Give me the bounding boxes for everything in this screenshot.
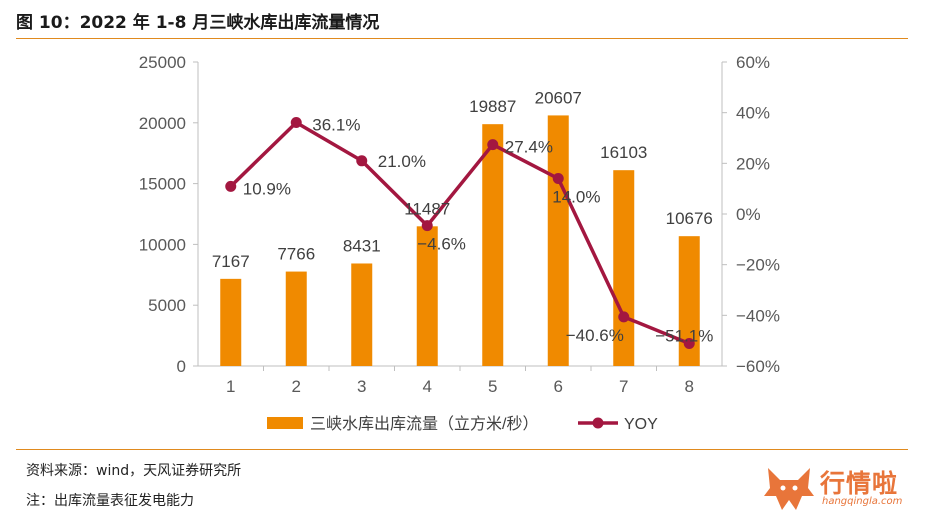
yoy-data-label: −40.6% <box>566 326 624 345</box>
legend-label-bar: 三峡水库出库流量（立方米/秒） <box>310 415 538 433</box>
yoy-data-label: 27.4% <box>505 138 553 157</box>
yoy-point <box>552 173 564 185</box>
bar-data-label: 10676 <box>666 209 713 228</box>
y-right-tick-label: 60% <box>736 53 770 72</box>
yoy-point <box>421 220 433 232</box>
source-note: 资料来源：wind，天风证券研究所 <box>26 463 242 479</box>
watermark-url: hangqingla.com <box>822 496 903 507</box>
bar-data-label: 7167 <box>212 252 250 271</box>
bar-data-label: 20607 <box>535 88 582 107</box>
bar <box>351 263 373 366</box>
footer-divider <box>16 449 908 450</box>
yoy-data-label: −51.1% <box>655 326 713 345</box>
x-tick-label: 2 <box>292 377 301 396</box>
y-left-tick-label: 5000 <box>148 296 186 315</box>
x-tick-label: 7 <box>619 377 628 396</box>
y-left-tick-label: 10000 <box>139 235 186 254</box>
x-tick-label: 3 <box>357 377 366 396</box>
bar <box>416 226 438 366</box>
x-tick-label: 4 <box>423 377 432 396</box>
yoy-data-label: −4.6% <box>417 235 466 254</box>
watermark: 行情啦 hangqingla.com <box>762 462 912 514</box>
y-left-tick-label: 25000 <box>139 53 186 72</box>
legend-swatch-marker <box>592 417 604 429</box>
page-title: 图 10：2022 年 1-8 月三峡水库出库流量情况 <box>16 13 380 33</box>
y-left-tick-label: 0 <box>177 357 186 376</box>
x-tick-label: 1 <box>226 377 235 396</box>
watermark-logo-icon <box>764 468 814 510</box>
footnote: 注：出库流量表征发电能力 <box>26 493 194 509</box>
y-right-tick-label: 40% <box>736 104 770 123</box>
bar-data-label: 19887 <box>469 97 516 116</box>
bar <box>285 271 307 366</box>
yoy-line <box>229 120 690 346</box>
yoy-data-label: 21.0% <box>378 152 426 171</box>
yoy-data-label: 14.0% <box>552 188 600 207</box>
y-right-tick-label: −60% <box>736 357 780 376</box>
y-right-tick-label: −20% <box>736 256 780 275</box>
bar-data-label: 8431 <box>343 236 381 255</box>
y-left-tick-label: 20000 <box>139 114 186 133</box>
yoy-data-label: 36.1% <box>312 116 360 135</box>
yoy-point <box>356 155 368 167</box>
y-right-tick-label: 0% <box>736 205 761 224</box>
bar-data-label: 16103 <box>600 143 647 162</box>
legend-label-line: YOY <box>624 416 658 433</box>
bar <box>678 236 700 366</box>
y-right-tick-label: 20% <box>736 154 770 173</box>
bar <box>482 124 504 367</box>
title-divider <box>16 38 908 39</box>
yoy-point <box>618 311 630 323</box>
bar-data-label: 11487 <box>404 199 450 218</box>
x-tick-label: 6 <box>554 377 563 396</box>
yoy-point <box>225 180 237 192</box>
yoy-point <box>683 337 695 349</box>
yoy-data-label: 10.9% <box>243 179 291 198</box>
chart: 0 5000 10000 15000 20000 25000 −60% −40% −20% 0% 2… <box>139 53 780 433</box>
y-left-tick-label: 15000 <box>139 175 186 194</box>
legend-swatch-bar <box>267 417 303 429</box>
x-tick-label: 5 <box>488 377 497 396</box>
bar <box>220 278 242 366</box>
yoy-point <box>290 117 302 129</box>
watermark-text: 行情啦 <box>820 469 899 498</box>
bar-data-label: 7766 <box>277 245 315 264</box>
y-right-tick-label: −40% <box>736 306 780 325</box>
x-tick-label: 8 <box>685 377 694 396</box>
yoy-point <box>487 139 499 151</box>
